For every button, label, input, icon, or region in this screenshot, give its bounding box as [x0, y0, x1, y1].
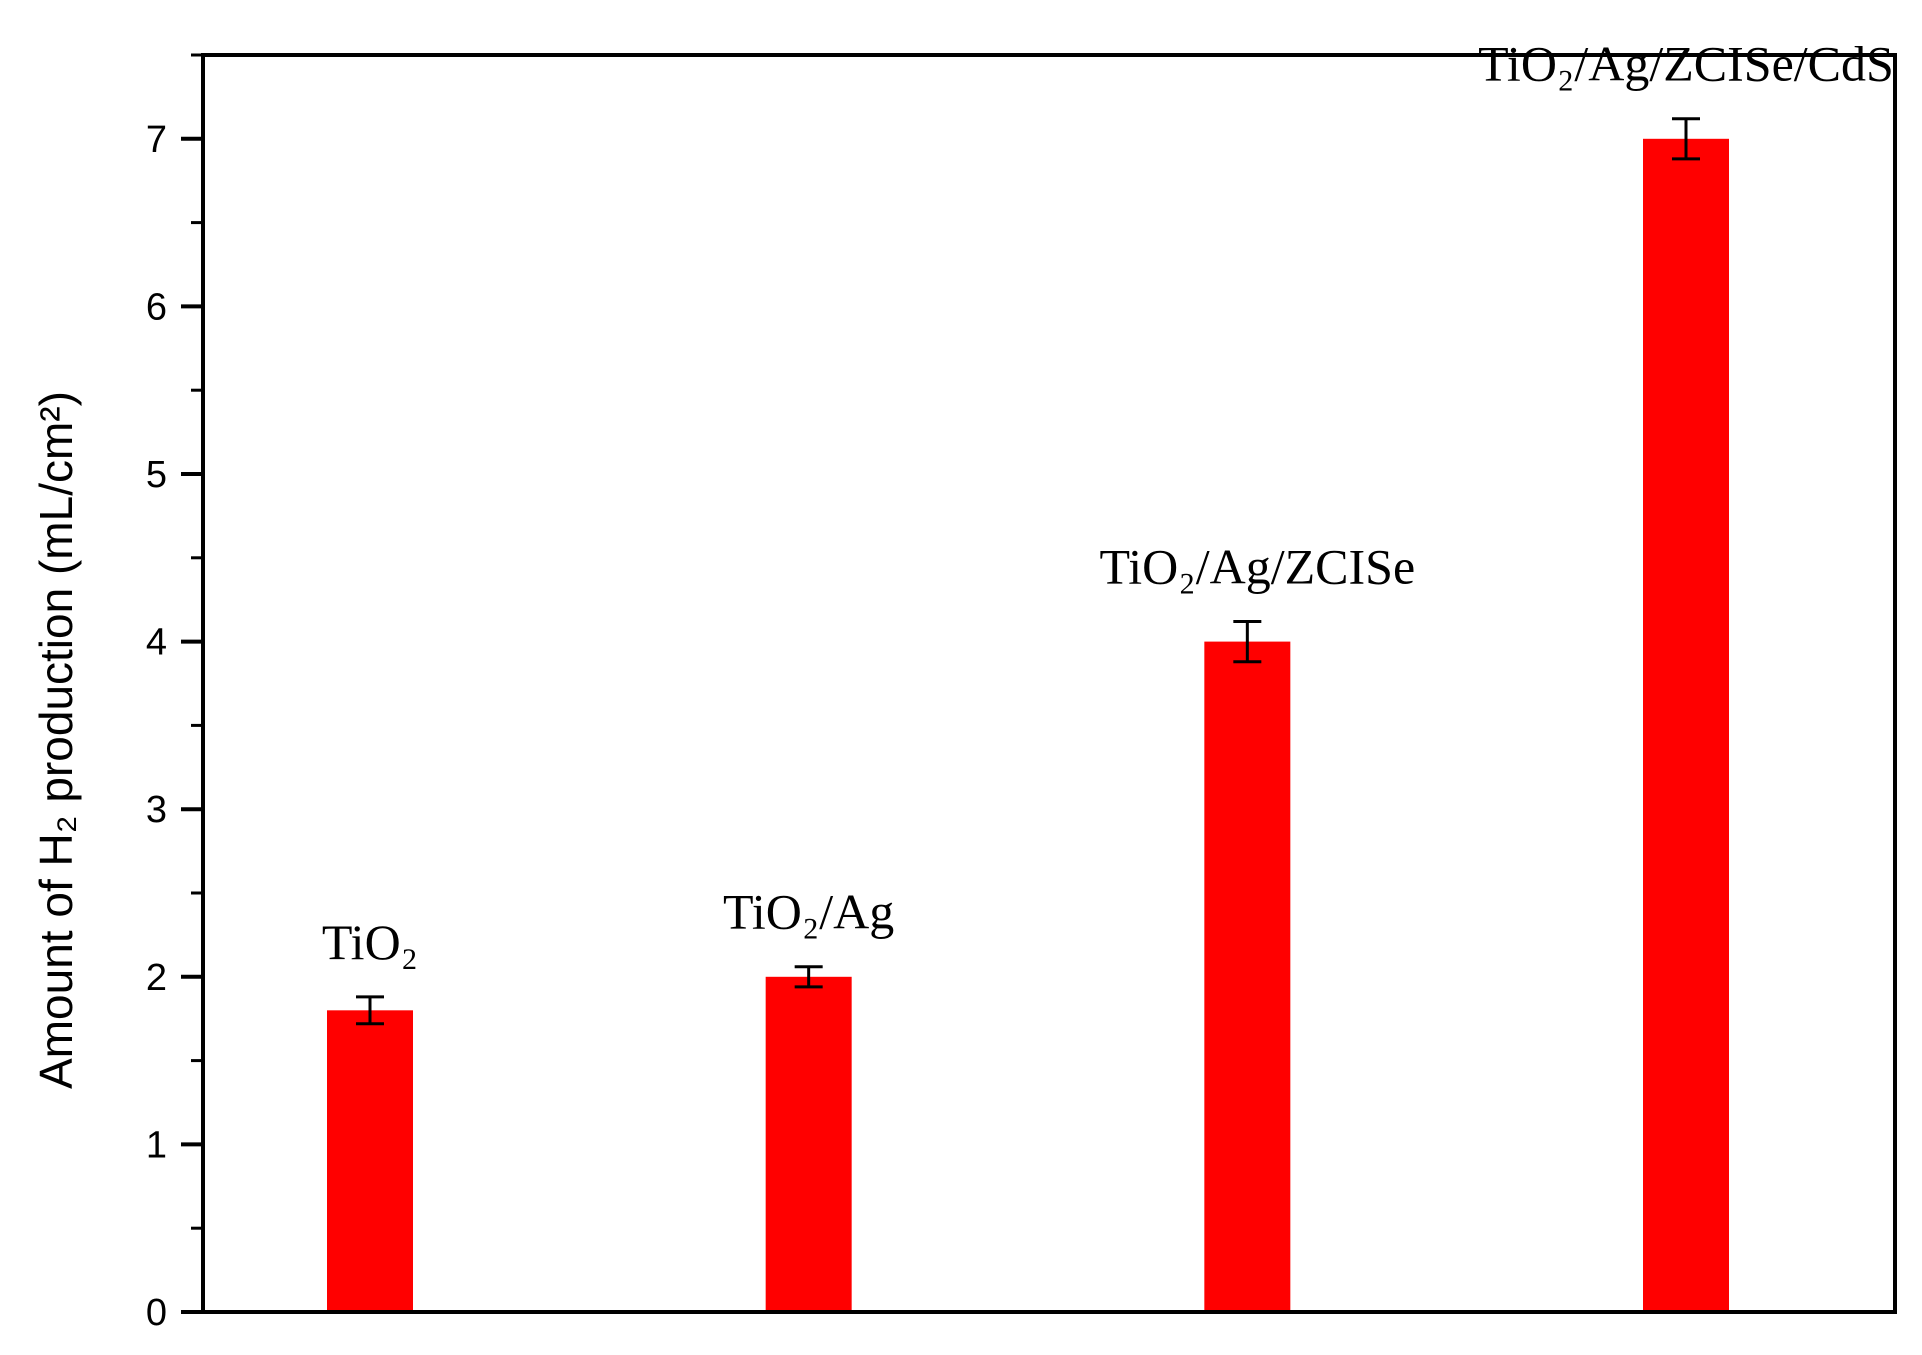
error-bars	[356, 117, 1700, 1026]
bar-label: TiO₂/Ag/ZCISe	[1100, 538, 1416, 594]
y-tick-label: 4	[146, 622, 167, 664]
bar	[327, 1010, 413, 1312]
bar-labels: TiO₂ TiO₂/Ag TiO₂/Ag/ZCISe TiO₂/Ag/ZCISe/Cd…	[322, 36, 1894, 970]
y-tick-label: 3	[146, 789, 167, 831]
bar	[1643, 138, 1729, 1312]
bar	[1204, 641, 1291, 1312]
bars	[327, 138, 1729, 1312]
y-tick-label: 2	[146, 957, 167, 999]
y-axis-label: Amount of H₂ production (mL/cm²)	[30, 391, 82, 1089]
y-tick-label: 1	[146, 1124, 167, 1166]
bar-label: TiO₂	[322, 914, 418, 970]
y-tick-label: 6	[146, 286, 167, 328]
bar	[765, 976, 852, 1312]
y-tick-label: 5	[146, 454, 167, 496]
y-axis-ticks: 0 1 2 3 4 5 6 7	[146, 53, 203, 1334]
plot-frame	[201, 53, 1897, 1314]
bar-label: TiO₂/Ag/ZCISe/CdS	[1478, 36, 1894, 92]
y-tick-label: 7	[146, 119, 167, 161]
bar-label: TiO₂/Ag	[723, 884, 894, 940]
y-tick-label: 0	[146, 1292, 167, 1334]
